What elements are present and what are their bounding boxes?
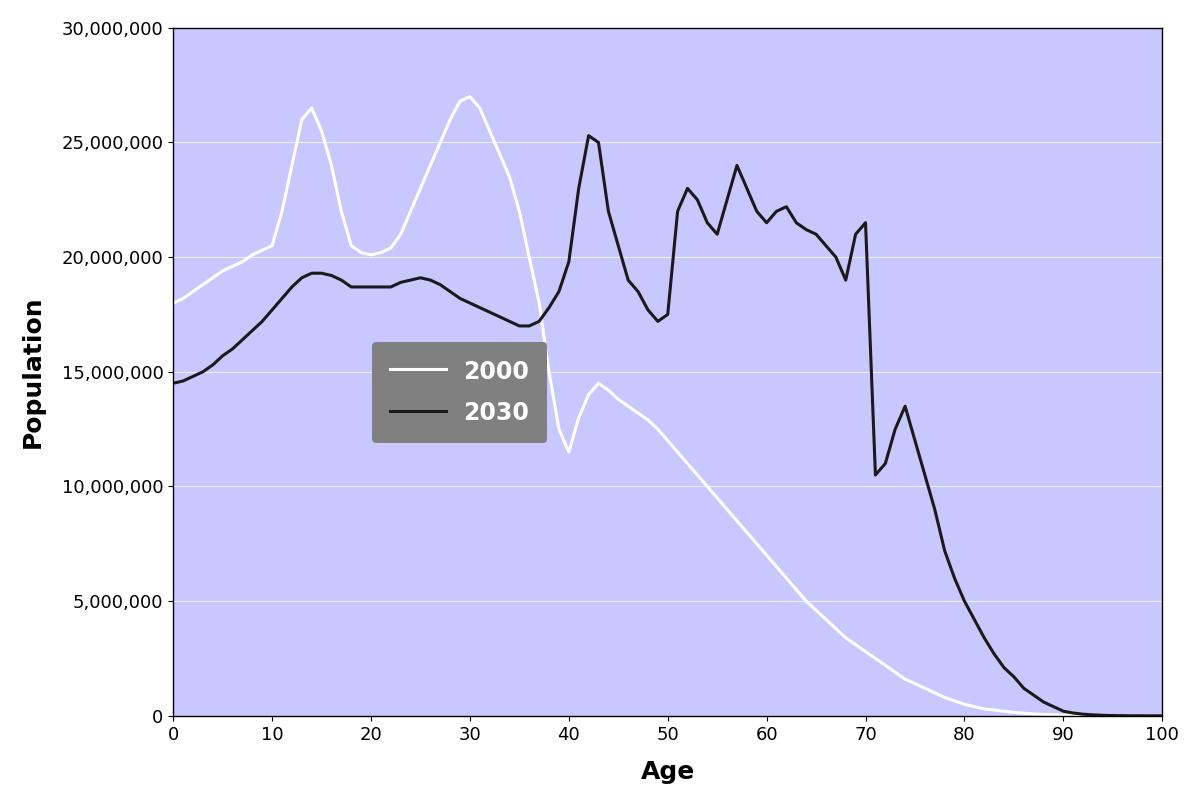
2000 xyxy=(463,92,478,101)
2000 xyxy=(631,408,646,418)
2000 xyxy=(918,683,932,693)
2000 xyxy=(235,257,250,266)
2000 xyxy=(413,184,427,193)
2030 xyxy=(235,335,250,345)
Legend: 2000, 2030: 2000, 2030 xyxy=(372,342,547,444)
Line: 2030: 2030 xyxy=(173,135,1163,716)
Line: 2000: 2000 xyxy=(173,97,1163,716)
2030 xyxy=(166,378,180,388)
2000 xyxy=(769,562,784,572)
2000 xyxy=(1156,711,1170,720)
2030 xyxy=(918,470,932,480)
2030 xyxy=(869,470,883,480)
2030 xyxy=(631,287,646,296)
2000 xyxy=(166,298,180,308)
X-axis label: Age: Age xyxy=(641,760,695,784)
2030 xyxy=(1156,711,1170,720)
2030 xyxy=(582,130,596,140)
Y-axis label: Population: Population xyxy=(20,295,44,448)
2030 xyxy=(413,273,427,283)
2000 xyxy=(869,654,883,663)
2030 xyxy=(769,206,784,216)
